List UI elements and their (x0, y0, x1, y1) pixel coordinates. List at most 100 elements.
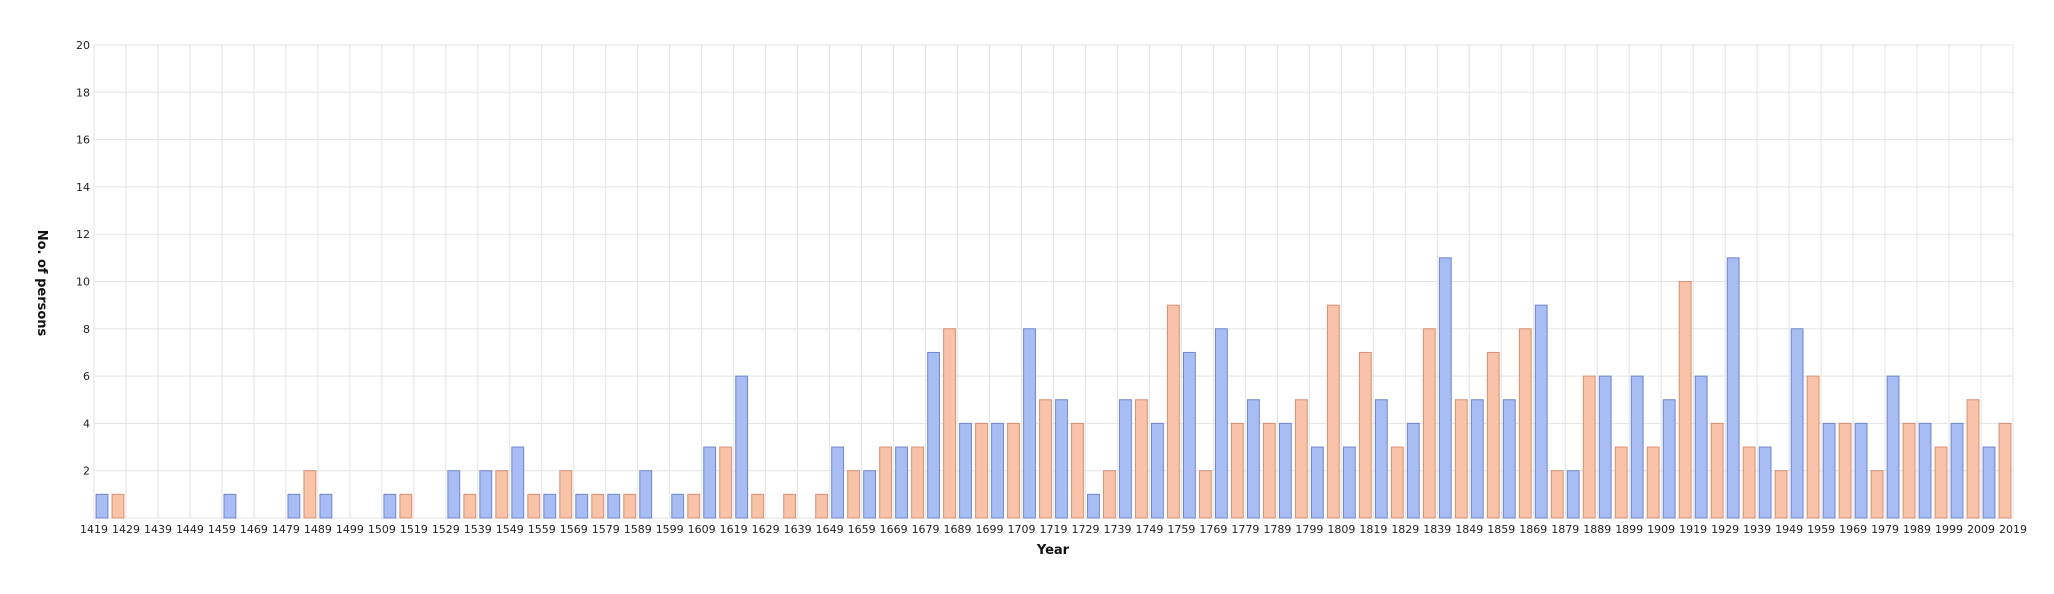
x-tick-label: 1779 (1231, 523, 1259, 536)
bar (1502, 399, 1516, 519)
bar (1167, 304, 1180, 519)
bar (607, 493, 621, 519)
bar (495, 470, 509, 519)
x-tick-label: 1479 (272, 523, 300, 536)
x-tick-label: 1549 (496, 523, 524, 536)
x-tick-label: 1529 (432, 523, 460, 536)
x-tick-label: 1919 (1679, 523, 1707, 536)
x-tick-label: 1439 (144, 523, 172, 536)
bar (1486, 351, 1500, 519)
bar (1103, 470, 1116, 519)
bar (319, 493, 333, 519)
bar (1966, 399, 1980, 519)
bar (1582, 375, 1596, 519)
x-tick-label: 1879 (1551, 523, 1579, 536)
bar (927, 351, 940, 519)
bar (703, 446, 717, 519)
y-tick-label: 12 (76, 228, 90, 241)
y-tick-label: 10 (76, 276, 90, 289)
y-tick-label: 20 (76, 39, 90, 52)
x-tick-label: 1739 (1103, 523, 1131, 536)
bar (1183, 351, 1196, 519)
x-tick-label: 1559 (528, 523, 556, 536)
bar (1806, 375, 1820, 519)
x-tick-label: 1629 (752, 523, 780, 536)
x-tick-label: 1759 (1167, 523, 1195, 536)
bar (559, 470, 573, 519)
bar (1838, 422, 1852, 519)
bar (1358, 351, 1372, 519)
bar (1518, 328, 1532, 519)
x-tick-label: 1979 (1871, 523, 1899, 536)
bar (863, 470, 877, 519)
y-axis-title: No. of persons (34, 230, 49, 337)
bar (1646, 446, 1660, 519)
x-tick-label: 1509 (368, 523, 396, 536)
bar (879, 446, 892, 519)
bar (447, 470, 461, 519)
bar (1534, 304, 1548, 519)
bar (383, 493, 397, 519)
bar (1982, 446, 1996, 519)
y-tick-label: 4 (83, 417, 90, 430)
bar (1406, 422, 1420, 519)
bar (751, 493, 765, 519)
y-tick-label: 2 (83, 465, 90, 478)
bar (1950, 422, 1964, 519)
bar (511, 446, 525, 519)
x-tick-label: 1649 (816, 523, 844, 536)
bar (1374, 399, 1388, 519)
x-tick-label: 1539 (464, 523, 492, 536)
x-tick-label: 2019 (1999, 523, 2027, 536)
y-tick-label: 14 (76, 181, 90, 194)
bar (1822, 422, 1836, 519)
bar (463, 493, 477, 519)
bar (1630, 375, 1644, 519)
x-tick-label: 1769 (1199, 523, 1227, 536)
x-tick-label: 1819 (1359, 523, 1387, 536)
bar (543, 493, 557, 519)
x-tick-label: 1799 (1295, 523, 1323, 536)
bar (591, 493, 605, 519)
bar (1119, 399, 1132, 519)
bar (1199, 470, 1212, 519)
x-tick-label: 1669 (880, 523, 908, 536)
bar (1758, 446, 1772, 519)
x-tick-label: 1999 (1935, 523, 1963, 536)
bar (1246, 399, 1260, 519)
bar (1262, 422, 1276, 519)
x-tick-label: 1679 (912, 523, 940, 536)
x-tick-label: 1899 (1615, 523, 1643, 536)
bar (911, 446, 924, 519)
bar (895, 446, 908, 519)
gridlines (93, 44, 2014, 519)
x-tick-label: 1499 (336, 523, 364, 536)
bar (1902, 422, 1916, 519)
bar (1422, 328, 1436, 519)
x-tick-label: 1969 (1839, 523, 1867, 536)
x-tick-label: 1519 (400, 523, 428, 536)
x-tick-label: 1889 (1583, 523, 1611, 536)
bar (735, 375, 749, 519)
x-tick-label: 1489 (304, 523, 332, 536)
x-axis-title: Year (1036, 543, 1070, 558)
x-tick-label: 1469 (240, 523, 268, 536)
x-tick-label: 1749 (1135, 523, 1163, 536)
x-tick-label: 1809 (1327, 523, 1355, 536)
x-axis-ticks: 1419 1429 1439 1449 1459 1469 1479 1489 1499 1509… (80, 523, 2027, 536)
bar (1694, 375, 1708, 519)
bar (1934, 446, 1948, 519)
x-tick-label: 1569 (560, 523, 588, 536)
bar (1470, 399, 1484, 519)
bar (719, 446, 733, 519)
bar (95, 493, 109, 519)
x-tick-label: 1829 (1391, 523, 1419, 536)
bar (1135, 399, 1148, 519)
x-tick-label: 1639 (784, 523, 812, 536)
bar (975, 422, 988, 519)
x-tick-label: 1949 (1775, 523, 1803, 536)
bar (1774, 470, 1788, 519)
bar (1151, 422, 1164, 519)
bar (1614, 446, 1628, 519)
bars (95, 257, 2012, 519)
